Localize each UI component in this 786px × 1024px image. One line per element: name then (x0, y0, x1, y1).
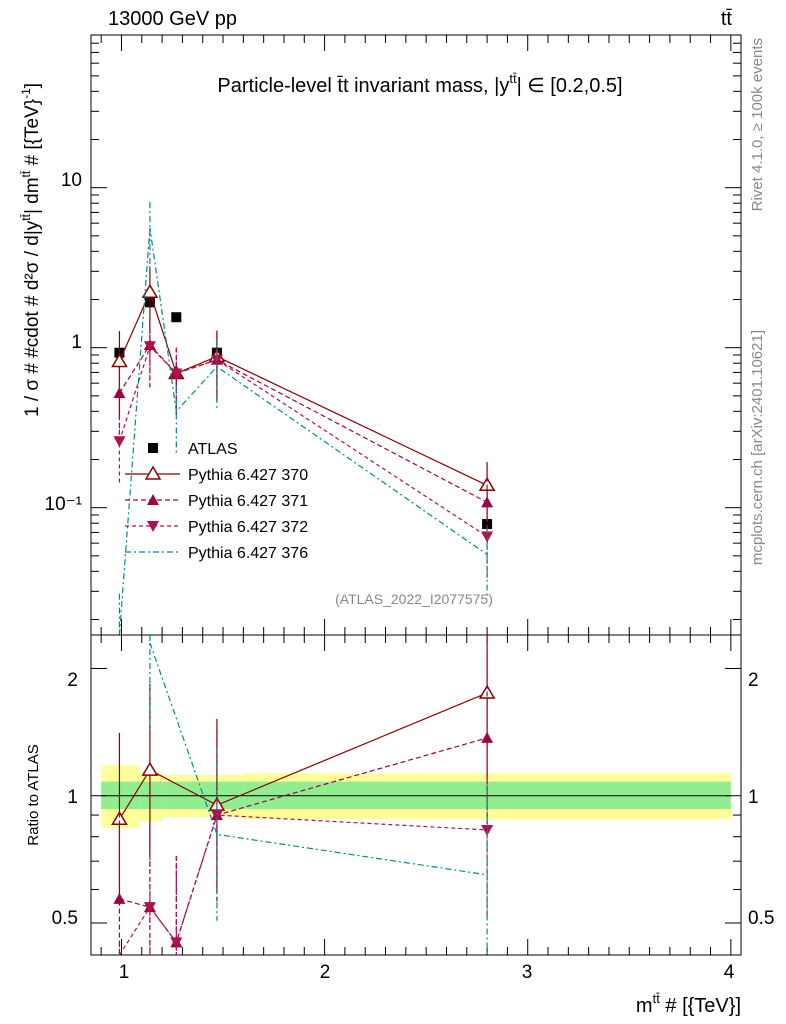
ratio-ytick-right-1: 1 (748, 787, 759, 808)
ratio-line (149, 642, 488, 876)
ratio-frame (90, 634, 742, 956)
ratio-point (481, 824, 494, 836)
legend-label: Pythia 6.427 372 (188, 519, 308, 536)
legend-entry-1: Pythia 6.427 370 (125, 465, 308, 484)
ratio-panel: Ratio to ATLAS 2 1 0.5 2 1 0.5 1 2 3 4 m… (25, 634, 774, 1017)
ratio-axis-ticks (91, 635, 741, 955)
data-point (111, 352, 128, 368)
ratio-ylabel: Ratio to ATLAS (25, 744, 42, 845)
legend-entry-0: ATLAS (148, 441, 238, 458)
y-tick-label-1: 1 (71, 332, 82, 353)
ratio-ytick-right-0.5: 0.5 (748, 908, 774, 929)
series-2 (113, 319, 494, 544)
y-tick-label-10: 10 (61, 170, 82, 191)
ratio-ytick-right-2: 2 (748, 670, 759, 691)
legend-label: Pythia 6.427 371 (188, 493, 308, 510)
main-axis-ticks (91, 34, 741, 635)
x-tick-label-4: 4 (724, 962, 735, 983)
data-point (113, 387, 126, 399)
legend-entry-2: Pythia 6.427 371 (125, 493, 308, 510)
series-line-3 (118, 345, 488, 538)
data-point (481, 531, 494, 543)
ratio-point (170, 937, 183, 949)
rivet-label: Rivet 4.1.0, ≥ 100k events (749, 38, 766, 211)
legend-marker (144, 465, 162, 480)
data-point (143, 341, 156, 353)
legend-entry-4: Pythia 6.427 376 (125, 545, 308, 562)
legend-entry-3: Pythia 6.427 372 (125, 519, 308, 536)
ratio-point (210, 810, 223, 822)
series-3 (113, 320, 494, 579)
ratio-point (141, 761, 159, 776)
ratio-point (143, 902, 156, 914)
x-tick-label-1: 1 (119, 962, 130, 983)
ratio-series-0 (111, 635, 496, 906)
ratio-line (118, 692, 488, 820)
ratio-line (118, 814, 488, 956)
legend-label: Pythia 6.427 376 (188, 545, 308, 562)
main-series-layer (111, 202, 496, 636)
ratio-ytick-left-1: 1 (67, 787, 78, 808)
data-point (171, 312, 182, 323)
ratio-point (113, 892, 126, 904)
legend-marker (147, 494, 159, 505)
ratio-series-layer (111, 635, 496, 956)
legend-label: Pythia 6.427 370 (188, 467, 308, 484)
x-tick-label-3: 3 (522, 962, 533, 983)
data-point (113, 436, 126, 448)
data-point (481, 496, 494, 508)
series-line-2 (118, 343, 488, 503)
main-ylabel: 1 / σ # #cdot # d²σ / d|ytt̄| dmtt̄ # [{… (19, 83, 43, 417)
process-label: tt̄ (721, 8, 733, 30)
data-point (170, 368, 183, 380)
main-title: Particle-level t̄t invariant mass, |ytt̄… (217, 71, 622, 97)
legend-label: ATLAS (188, 441, 238, 458)
data-point (141, 283, 159, 299)
series-line-4 (118, 227, 488, 636)
main-panel: Particle-level t̄t invariant mass, |ytt̄… (19, 34, 742, 636)
mcplots-label: mcplots.cern.ch [arXiv:2401.10621] (749, 330, 766, 565)
x-axis-label: mtt̄ # [{TeV}] (636, 991, 741, 1017)
ratio-series-3 (149, 635, 488, 955)
ratio-series-2 (118, 728, 494, 956)
legend: ATLAS Pythia 6.427 370 Pythia 6.427 371 Pyt… (125, 441, 308, 562)
legend-marker (148, 443, 158, 453)
analysis-watermark: (ATLAS_2022_I2077575) (335, 591, 493, 607)
data-point (478, 476, 496, 492)
legend-marker (147, 521, 159, 532)
ratio-line (119, 737, 488, 944)
ratio-ytick-left-0.5: 0.5 (52, 908, 78, 929)
x-tick-label-2: 2 (320, 962, 331, 983)
ratio-uncertainty-bands (101, 765, 731, 828)
ratio-point (481, 731, 494, 743)
data-point (482, 519, 493, 530)
energy-label: 13000 GeV pp (108, 8, 237, 30)
series-4 (118, 202, 488, 636)
ratio-ytick-left-2: 2 (67, 670, 78, 691)
y-tick-label-0.1: 10⁻¹ (45, 494, 83, 515)
